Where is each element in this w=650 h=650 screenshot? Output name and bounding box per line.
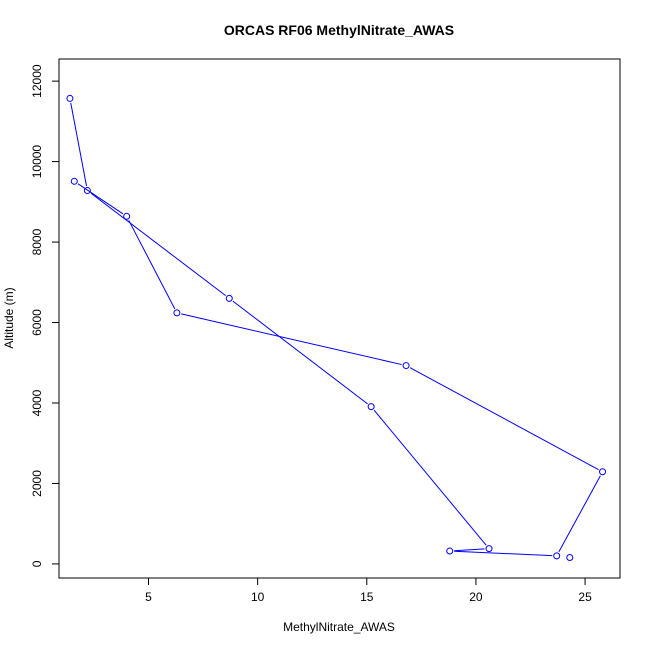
series-segment (70, 102, 88, 187)
data-point (70, 177, 78, 185)
y-tick-label: 2000 (30, 470, 44, 497)
data-point (173, 309, 181, 317)
x-tick-label: 10 (251, 590, 265, 604)
data-point (446, 547, 454, 555)
x-tick-label: 15 (360, 590, 374, 604)
series-segment (90, 192, 226, 297)
y-tick-label: 0 (30, 560, 44, 567)
series-segment (181, 313, 402, 366)
y-tick-label: 10000 (30, 145, 44, 179)
series-segment (232, 300, 368, 405)
y-tick-label: 6000 (30, 309, 44, 336)
data-point (83, 187, 91, 195)
y-tick-label: 8000 (30, 228, 44, 255)
series-layer (66, 94, 607, 561)
y-axis: 0 2000 4000 6000 8000 10000 12000 (30, 64, 60, 567)
series-segment (128, 220, 176, 310)
data-point (367, 403, 375, 411)
x-tick-label: 20 (469, 590, 483, 604)
data-point (485, 545, 493, 553)
series-segment (373, 409, 487, 546)
data-point (66, 94, 74, 102)
data-point (225, 294, 233, 302)
series-segment (454, 548, 485, 552)
x-axis-label: MethylNitrate_AWAS (283, 620, 395, 634)
series-segment (454, 550, 553, 557)
data-point (553, 552, 561, 560)
data-point (599, 468, 607, 476)
series-segment (77, 183, 124, 215)
x-tick-label: 5 (145, 590, 152, 604)
series-segment (558, 475, 601, 553)
x-axis: 5 10 15 20 25 (145, 577, 592, 604)
data-point (123, 212, 131, 220)
chart-title: ORCAS RF06 MethylNitrate_AWAS (224, 22, 454, 38)
x-tick-label: 25 (578, 590, 592, 604)
data-point (402, 362, 410, 370)
data-point (566, 553, 574, 561)
y-tick-label: 4000 (30, 389, 44, 416)
series-segment (409, 367, 599, 471)
y-axis-label: Altitude (m) (2, 287, 16, 348)
y-tick-label: 12000 (30, 64, 44, 98)
